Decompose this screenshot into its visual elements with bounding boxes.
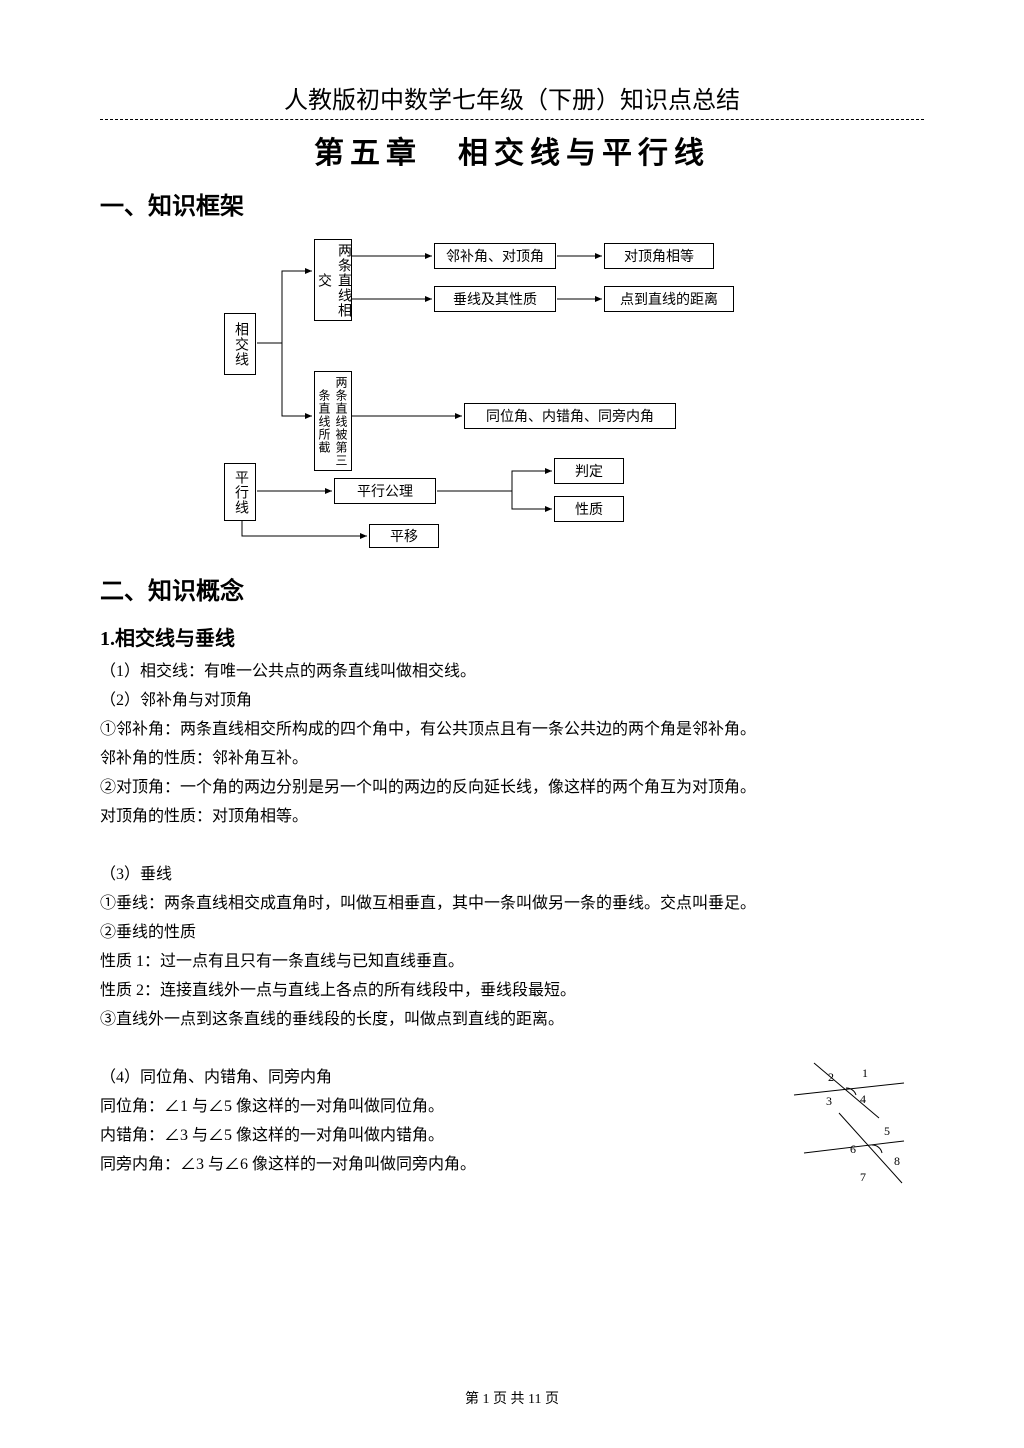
paragraph: ①垂线：两条直线相交成直角时，叫做互相垂直，其中一条叫做另一条的垂线。交点叫垂足… [100, 891, 924, 917]
paragraph: ①邻补角：两条直线相交所构成的四个角中，有公共顶点且有一条公共边的两个角是邻补角… [100, 717, 924, 743]
node-judgment: 判定 [554, 458, 624, 484]
node-angle-types: 同位角、内错角、同旁内角 [464, 403, 676, 429]
node-point-to-line-distance: 点到直线的距离 [604, 286, 734, 312]
paragraph: （1）相交线：有唯一公共点的两条直线叫做相交线。 [100, 659, 924, 685]
node-perpendicular-property: 垂线及其性质 [434, 286, 556, 312]
node-property: 性质 [554, 496, 624, 522]
chapter-title: 第五章 相交线与平行线 [100, 128, 924, 172]
paragraph [100, 833, 924, 859]
paragraph: ②垂线的性质 [100, 920, 924, 946]
paragraph: 性质 1：过一点有且只有一条直线与已知直线垂直。 [100, 949, 924, 975]
angle-label-6: 6 [850, 1142, 856, 1156]
paragraph: 性质 2：连接直线外一点与直线上各点的所有线段中，垂线段最短。 [100, 978, 924, 1004]
angle-label-2: 2 [828, 1070, 834, 1084]
angle-label-1: 1 [862, 1066, 868, 1080]
doc-title: 人教版初中数学七年级（下册）知识点总结 [100, 80, 924, 115]
title-underline [100, 119, 924, 120]
node-translation: 平移 [369, 524, 439, 548]
angle-label-3: 3 [826, 1094, 832, 1108]
heading-sub1: 1.相交线与垂线 [100, 622, 924, 651]
node-vertical-angles-equal: 对顶角相等 [604, 243, 714, 269]
heading-framework: 一、知识框架 [100, 186, 924, 221]
angle-label-4: 4 [860, 1092, 866, 1106]
paragraph: （2）邻补角与对顶角 [100, 688, 924, 714]
node-adjacent-vertical-angles: 邻补角、对顶角 [434, 243, 556, 269]
angle-label-8: 8 [894, 1154, 900, 1168]
node-parallel-axiom: 平行公理 [334, 478, 436, 504]
paragraph: ③直线外一点到这条直线的垂线段的长度，叫做点到直线的距离。 [100, 1007, 924, 1033]
paragraph: 对顶角的性质：对顶角相等。 [100, 804, 924, 830]
flowchart-edges [202, 231, 822, 551]
paragraph: （3）垂线 [100, 862, 924, 888]
node-two-lines-intersect: 两条直线相交 [314, 239, 352, 321]
heading-concepts: 二、知识概念 [100, 571, 924, 606]
knowledge-framework-diagram: 相交线 平行线 两条直线相交 两条直线被第三条直线所截 邻补角、对顶角 对顶角相… [100, 231, 924, 551]
angle-label-7: 7 [860, 1170, 866, 1184]
paragraph: ②对顶角：一个角的两边分别是另一个叫的两边的反向延长线，像这样的两个角互为对顶角… [100, 775, 924, 801]
page-footer: 第 1 页 共 11 页 [0, 1388, 1024, 1408]
node-parallel-lines: 平行线 [224, 463, 256, 521]
angle-label-5: 5 [884, 1124, 890, 1138]
node-cut-by-third-line: 两条直线被第三条直线所截 [314, 371, 352, 471]
node-intersecting-lines: 相交线 [224, 313, 256, 375]
angle-figure: 1 2 3 4 5 6 7 8 [784, 1053, 914, 1198]
paragraph: 邻补角的性质：邻补角互补。 [100, 746, 924, 772]
